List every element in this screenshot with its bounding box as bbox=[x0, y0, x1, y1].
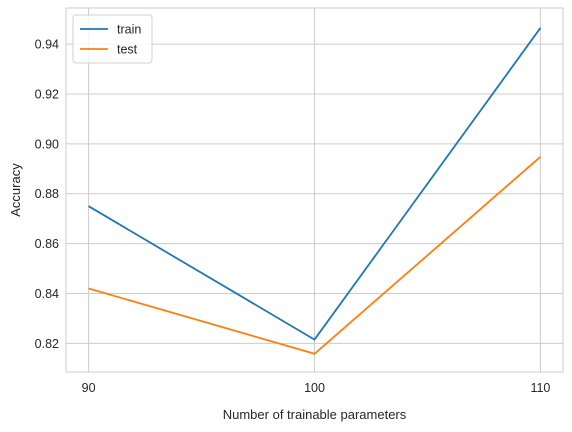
y-tick-label: 0.92 bbox=[35, 88, 59, 102]
y-tick-label: 0.90 bbox=[35, 137, 59, 151]
y-tick-label: 0.88 bbox=[35, 187, 59, 201]
legend-box bbox=[72, 14, 153, 64]
x-tick-label: 90 bbox=[82, 381, 96, 395]
plot-frame bbox=[65, 7, 564, 373]
legend-label-train: train bbox=[117, 23, 141, 37]
legend: train test bbox=[72, 14, 153, 64]
grid bbox=[66, 8, 563, 372]
legend-label-test: test bbox=[117, 43, 138, 57]
x-tick-label: 100 bbox=[304, 381, 325, 395]
y-tick-labels: 0.82 0.84 0.86 0.88 0.90 0.92 0.94 bbox=[35, 38, 59, 351]
y-tick-label: 0.82 bbox=[35, 337, 59, 351]
y-tick-label: 0.94 bbox=[35, 38, 59, 52]
x-tick-label: 110 bbox=[530, 381, 550, 395]
y-axis-label: Accuracy bbox=[8, 163, 23, 217]
series-line-test bbox=[88, 156, 542, 355]
y-tick-label: 0.86 bbox=[35, 237, 59, 251]
series-line-train bbox=[88, 27, 542, 341]
x-axis-label: Number of trainable parameters bbox=[223, 407, 407, 422]
y-tick-label: 0.84 bbox=[35, 287, 59, 301]
x-tick-labels: 90 100 110 bbox=[82, 381, 551, 395]
series-lines bbox=[88, 27, 542, 355]
